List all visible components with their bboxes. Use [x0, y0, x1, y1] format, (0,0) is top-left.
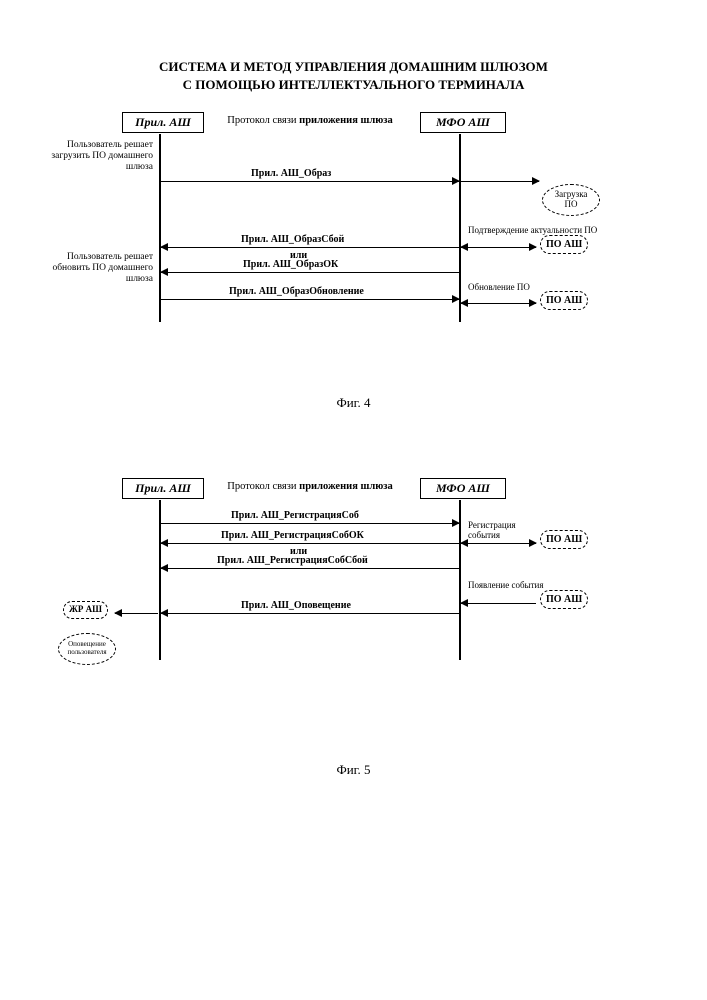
fig4-msg-3-label: Прил. АШ_ОбразОК [243, 259, 338, 270]
fig5-msg-2-label: Прил. АШ_РегистрацияСобОК [221, 530, 364, 541]
fig5-protocol-bold: приложения шлюза [299, 481, 393, 492]
fig4-ext-arrow-2 [461, 240, 536, 254]
fig5-left-box-1: ЖР АШ [63, 601, 108, 619]
fig5-ext-arrow-left-1 [115, 606, 158, 620]
fig5-ext-arrow-1 [461, 536, 536, 550]
fig4-caption: Фиг. 4 [0, 395, 707, 411]
fig5-ext-box-1: ПО АШ [540, 530, 588, 549]
title-line-2: С ПОМОЩЬЮ ИНТЕЛЛЕКТУАЛЬНОГО ТЕРМИНАЛА [183, 77, 525, 92]
figure-5: Прил. АШ МФО АШ Протокол связи приложени… [0, 478, 707, 728]
fig4-msg-3: Прил. АШ_ОбразОК [161, 265, 459, 279]
fig4-ext-note-2: Подтверждение актуальности ПО [468, 225, 618, 235]
fig4-participant-right: МФО АШ [420, 112, 506, 133]
fig5-caption: Фиг. 5 [0, 762, 707, 778]
figure-4: Прил. АШ МФО АШ Протокол связи приложени… [0, 112, 707, 362]
fig5-msg-1-label: Прил. АШ_РегистрацияСоб [231, 510, 359, 521]
fig4-note-2: Пользователь решает обновить ПО домашнег… [48, 252, 153, 285]
fig5-participant-right: МФО АШ [420, 478, 506, 499]
fig5-participant-right-label: МФО АШ [436, 481, 490, 495]
fig4-msg-1: Прил. АШ_Образ [161, 174, 459, 188]
fig4-participant-left: Прил. АШ [122, 112, 204, 133]
fig5-ext-box-2: ПО АШ [540, 590, 588, 609]
fig5-msg-3: Прил. АШ_РегистрацияСобСбой [161, 561, 459, 575]
fig4-participant-left-label: Прил. АШ [135, 115, 191, 129]
fig5-ext-note-2: Появление события [468, 580, 548, 590]
fig4-ext-arrow-1 [461, 174, 539, 188]
fig4-ext-box-load: Загрузка ПО [542, 184, 600, 216]
fig4-participant-right-label: МФО АШ [436, 115, 490, 129]
fig4-ext-box-confirm: ПО АШ [540, 235, 588, 254]
fig5-msg-3-label: Прил. АШ_РегистрацияСобСбой [217, 555, 368, 566]
fig5-participant-left-label: Прил. АШ [135, 481, 191, 495]
fig5-participant-left: Прил. АШ [122, 478, 204, 499]
fig5-msg-2: Прил. АШ_РегистрацияСобОК [161, 536, 459, 550]
fig5-msg-4: Прил. АШ_Оповещение [161, 606, 459, 620]
fig4-note-1: Пользователь решает загрузить ПО домашне… [48, 140, 153, 173]
title-line-1: СИСТЕМА И МЕТОД УПРАВЛЕНИЯ ДОМАШНИМ ШЛЮЗ… [159, 59, 548, 74]
fig4-ext-arrow-3 [461, 296, 536, 310]
fig5-protocol-label: Протокол связи приложения шлюза [210, 481, 410, 492]
fig5-ext-arrow-2 [461, 596, 536, 610]
fig4-msg-1-label: Прил. АШ_Образ [251, 168, 331, 179]
fig4-lifeline-right [459, 134, 461, 322]
fig5-left-box-2: Оповещение пользователя [58, 633, 116, 665]
page-title: СИСТЕМА И МЕТОД УПРАВЛЕНИЯ ДОМАШНИМ ШЛЮЗ… [0, 58, 707, 93]
fig4-msg-4-label: Прил. АШ_ОбразОбновление [229, 286, 364, 297]
fig4-msg-2: Прил. АШ_ОбразСбой [161, 240, 459, 254]
fig4-protocol-label: Протокол связи приложения шлюза [210, 115, 410, 126]
fig4-ext-box-update: ПО АШ [540, 291, 588, 310]
fig5-msg-4-label: Прил. АШ_Оповещение [241, 600, 351, 611]
fig4-msg-2-label: Прил. АШ_ОбразСбой [241, 234, 344, 245]
fig4-protocol-bold: приложения шлюза [299, 115, 393, 126]
fig4-msg-4: Прил. АШ_ОбразОбновление [161, 292, 459, 306]
fig5-msg-1: Прил. АШ_РегистрацияСоб [161, 516, 459, 530]
